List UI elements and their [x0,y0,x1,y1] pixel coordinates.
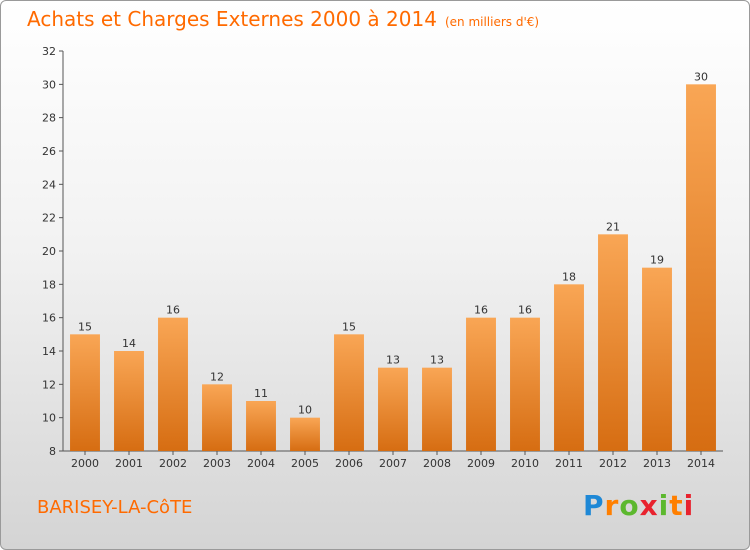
bar-2007 [378,367,408,451]
value-label-2012: 21 [606,220,620,233]
bar-2001 [114,351,144,451]
x-tick-label-2004: 2004 [247,457,275,470]
y-tick-label: 14 [42,345,56,358]
x-tick-label-2003: 2003 [203,457,231,470]
bar-2009 [466,317,496,451]
y-tick-label: 32 [42,45,56,58]
x-tick-label-2008: 2008 [423,457,451,470]
value-label-2001: 14 [122,337,136,350]
value-label-2008: 13 [430,354,444,367]
value-label-2005: 10 [298,404,312,417]
value-label-2002: 16 [166,304,180,317]
value-label-2011: 18 [562,270,576,283]
value-label-2007: 13 [386,354,400,367]
bar-2014 [686,84,716,451]
y-tick-label: 8 [49,445,56,458]
y-tick-label: 20 [42,245,56,258]
y-tick-label: 18 [42,278,56,291]
y-tick-label: 28 [42,112,56,125]
value-label-2009: 16 [474,304,488,317]
y-tick-label: 22 [42,212,56,225]
chart-title-text: Achats et Charges Externes 2000 à 2014 [27,7,437,31]
x-tick-label-2001: 2001 [115,457,143,470]
x-tick-label-2005: 2005 [291,457,319,470]
bar-2005 [290,417,320,451]
x-tick-label-2009: 2009 [467,457,495,470]
y-tick-label: 10 [42,412,56,425]
x-tick-label-2006: 2006 [335,457,363,470]
bar-2004 [246,401,276,451]
bar-2010 [510,317,540,451]
bar-2011 [554,284,584,451]
x-tick-label-2010: 2010 [511,457,539,470]
bar-2003 [202,384,232,451]
bar-2000 [70,334,100,451]
x-tick-label-2014: 2014 [687,457,715,470]
bar-2012 [598,234,628,451]
y-tick-label: 26 [42,145,56,158]
x-tick-label-2011: 2011 [555,457,583,470]
bar-2002 [158,317,188,451]
y-tick-label: 16 [42,312,56,325]
x-tick-label-2007: 2007 [379,457,407,470]
bar-2006 [334,334,364,451]
commune-name: BARISEY-LA-CôTE [37,497,193,518]
value-label-2000: 15 [78,320,92,333]
x-tick-label-2000: 2000 [71,457,99,470]
x-tick-label-2013: 2013 [643,457,671,470]
value-label-2014: 30 [694,70,708,83]
value-label-2004: 11 [254,387,268,400]
value-label-2013: 19 [650,254,664,267]
value-label-2010: 16 [518,304,532,317]
y-tick-label: 30 [42,78,56,91]
proxiti-logo: Proxiti [583,489,695,522]
bar-2008 [422,367,452,451]
value-label-2006: 15 [342,320,356,333]
y-tick-label: 12 [42,378,56,391]
x-tick-label-2012: 2012 [599,457,627,470]
x-tick-label-2002: 2002 [159,457,187,470]
value-label-2003: 12 [210,370,224,383]
chart-unit: (en milliers d'€) [444,15,540,29]
chart-title: Achats et Charges Externes 2000 à 2014 (e… [27,7,539,31]
bar-2013 [642,267,672,451]
y-tick-label: 24 [42,178,56,191]
